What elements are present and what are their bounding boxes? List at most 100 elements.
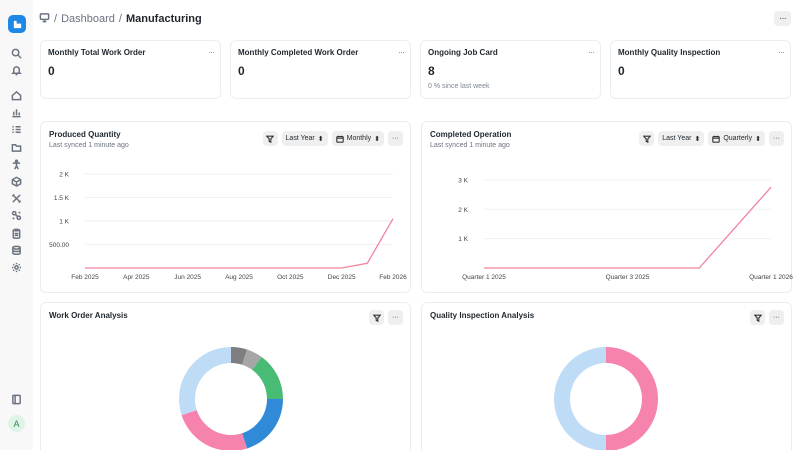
home-icon[interactable] xyxy=(10,89,23,102)
y-tick-label: 1.5 K xyxy=(54,195,70,202)
chart-sync-status: Last synced 1 minute ago xyxy=(49,142,129,149)
stat-value: 0 xyxy=(238,64,245,78)
interval-select[interactable]: Monthly ⬍ xyxy=(331,131,384,146)
x-tick-label: Feb 2025 xyxy=(71,274,99,281)
period-value: Last Year xyxy=(662,135,692,142)
desktop-icon[interactable] xyxy=(39,12,50,26)
bar-chart-icon[interactable] xyxy=(10,106,23,119)
produced-quantity-chart: 500.00 1 K 1.5 K 2 K Feb 2025 Apr 2025 Jun 202… xyxy=(49,172,407,282)
breadcrumb-dashboard[interactable]: Dashboard xyxy=(61,13,115,25)
sidebar: A xyxy=(0,0,33,450)
stat-card-quality-inspection: Monthly Quality Inspection ··· 0 xyxy=(610,40,791,99)
donut-slice[interactable] xyxy=(231,347,248,365)
calendar-icon xyxy=(712,135,721,143)
stat-change: 0 % since last week xyxy=(428,83,490,90)
x-tick-label: Apr 2025 xyxy=(123,274,150,281)
avatar[interactable]: A xyxy=(8,415,25,432)
stat-title: Monthly Total Work Order xyxy=(48,48,146,57)
donut-slice[interactable] xyxy=(242,399,283,449)
stat-card-total-work-order: Monthly Total Work Order ··· 0 xyxy=(40,40,221,99)
period-select[interactable]: Last Year ⬍ xyxy=(281,131,328,146)
stat-title: Monthly Completed Work Order xyxy=(238,48,359,57)
chart-menu-button[interactable]: ··· xyxy=(388,310,403,325)
page-title: Manufacturing xyxy=(125,13,202,25)
period-select[interactable]: Last Year ⬍ xyxy=(658,131,705,146)
y-tick-label: 3 K xyxy=(458,177,468,184)
completed-operation-card: Completed Operation Last synced 1 minute… xyxy=(421,121,793,293)
topbar: / Dashboard / Manufacturing ··· xyxy=(33,0,800,36)
produced-quantity-card: Produced Quantity Last synced 1 minute a… xyxy=(40,121,411,293)
stat-title: Ongoing Job Card xyxy=(428,48,498,57)
stat-title: Monthly Quality Inspection xyxy=(618,48,721,57)
chart-title: Work Order Analysis xyxy=(49,311,128,320)
x-tick-label: Quarter 3 2025 xyxy=(606,274,650,281)
box-icon[interactable] xyxy=(10,175,23,188)
work-order-donut xyxy=(179,347,283,450)
database-icon[interactable] xyxy=(10,244,23,257)
tools-icon[interactable] xyxy=(10,192,23,205)
chart-controls: Last Year ⬍ Quarterly ⬍ ··· xyxy=(639,131,784,146)
chart-menu-button[interactable]: ··· xyxy=(388,131,403,146)
chart-sync-status: Last synced 1 minute ago xyxy=(430,142,510,149)
accessibility-icon[interactable] xyxy=(10,158,23,171)
stat-menu-button[interactable]: ··· xyxy=(398,47,405,57)
stat-value: 0 xyxy=(48,64,55,78)
x-tick-label: Feb 2026 xyxy=(379,274,407,281)
calendar-icon xyxy=(335,135,344,143)
filter-icon xyxy=(753,314,762,322)
donut-slice[interactable] xyxy=(252,356,283,399)
y-tick-label: 2 K xyxy=(458,207,468,214)
puzzle-icon[interactable] xyxy=(10,209,23,222)
stat-menu-button[interactable]: ··· xyxy=(588,47,595,57)
filter-button[interactable] xyxy=(369,310,384,325)
interval-value: Quarterly xyxy=(723,135,753,142)
filter-button[interactable] xyxy=(639,131,655,146)
filter-button[interactable] xyxy=(750,310,765,325)
donut-slice[interactable] xyxy=(554,347,606,450)
app-logo[interactable] xyxy=(8,15,26,33)
stat-value: 0 xyxy=(618,64,625,78)
updown-icon: ⬍ xyxy=(694,135,701,143)
x-tick-label: Dec 2025 xyxy=(328,274,356,281)
folder-icon[interactable] xyxy=(10,141,23,154)
filter-button[interactable] xyxy=(262,131,278,146)
donut-slice[interactable] xyxy=(181,410,248,450)
breadcrumb: / Dashboard / Manufacturing xyxy=(39,12,202,26)
series-line xyxy=(484,186,772,269)
y-tick-label: 1 K xyxy=(59,219,69,226)
chart-menu-button[interactable]: ··· xyxy=(769,131,784,146)
clipboard-icon[interactable] xyxy=(10,227,23,240)
completed-operation-chart: 1 K 2 K 3 K Quarter 1 2025 Quarter 3 2025 Qua… xyxy=(458,177,793,281)
x-tick-label: Quarter 1 2026 xyxy=(749,274,793,281)
filter-icon xyxy=(372,314,381,322)
y-tick-label: 2 K xyxy=(59,172,69,179)
chart-controls: Last Year ⬍ Monthly ⬍ ··· xyxy=(262,131,403,146)
bell-icon[interactable] xyxy=(10,64,23,77)
donut-slice[interactable] xyxy=(179,347,231,416)
search-icon[interactable] xyxy=(10,47,23,60)
chart-title: Produced Quantity xyxy=(49,130,121,139)
page-menu-button[interactable]: ··· xyxy=(774,11,791,26)
y-tick-label: 500.00 xyxy=(49,242,69,249)
donut-slice[interactable] xyxy=(606,347,658,450)
filter-icon xyxy=(642,135,651,143)
chart-controls: ··· xyxy=(369,310,403,325)
donut-slice[interactable] xyxy=(242,349,262,370)
list-icon[interactable] xyxy=(10,123,23,136)
interval-select[interactable]: Quarterly ⬍ xyxy=(708,131,765,146)
breadcrumb-separator: / xyxy=(118,13,122,25)
book-icon[interactable] xyxy=(10,393,23,406)
x-tick-label: Jun 2025 xyxy=(174,274,201,281)
y-tick-label: 1 K xyxy=(458,236,468,243)
breadcrumb-separator: / xyxy=(54,13,58,25)
stat-value: 8 xyxy=(428,64,435,78)
x-tick-label: Aug 2025 xyxy=(225,274,253,281)
gear-icon[interactable] xyxy=(10,261,23,274)
main-area: / Dashboard / Manufacturing ··· Monthly … xyxy=(33,0,800,450)
interval-value: Monthly xyxy=(346,135,372,142)
stat-card-completed-work-order: Monthly Completed Work Order ··· 0 xyxy=(230,40,411,99)
chart-menu-button[interactable]: ··· xyxy=(769,310,784,325)
quality-inspection-donut xyxy=(554,347,658,450)
stat-menu-button[interactable]: ··· xyxy=(778,47,785,57)
stat-menu-button[interactable]: ··· xyxy=(208,47,215,57)
